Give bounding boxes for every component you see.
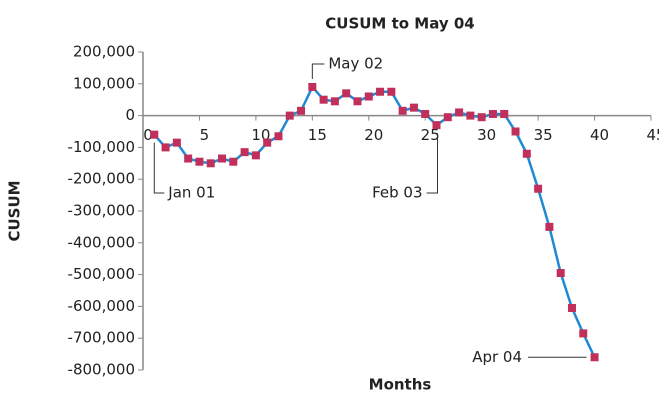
marker	[263, 138, 272, 147]
chart-title: CUSUM to May 04	[325, 15, 474, 33]
marker	[534, 184, 543, 193]
marker	[285, 111, 294, 120]
x-tick-label: 35	[534, 126, 553, 144]
marker	[240, 148, 249, 157]
y-tick-label: -100,000	[68, 138, 135, 156]
marker	[409, 103, 418, 112]
y-tick-label: -600,000	[68, 297, 135, 315]
marker	[522, 149, 531, 158]
marker	[466, 111, 475, 120]
y-tick-label: -500,000	[68, 265, 135, 283]
marker	[161, 143, 170, 152]
marker	[195, 157, 204, 166]
y-axis-label: CUSUM	[6, 180, 24, 241]
marker	[511, 127, 520, 136]
marker	[206, 159, 215, 168]
x-tick-label: 5	[200, 126, 210, 144]
marker	[229, 157, 238, 166]
marker	[150, 130, 159, 139]
marker	[218, 154, 227, 163]
y-tick-label: 200,000	[73, 43, 135, 61]
x-tick-label: 40	[590, 126, 609, 144]
marker	[421, 110, 430, 119]
marker	[172, 138, 181, 147]
marker	[432, 121, 441, 130]
y-tick-label: -200,000	[68, 170, 135, 188]
x-tick-label: 30	[477, 126, 496, 144]
annotation: Apr 04	[472, 348, 522, 366]
marker	[556, 269, 565, 278]
y-tick-label: -700,000	[68, 329, 135, 347]
marker	[353, 97, 362, 106]
y-tick-label: 0	[125, 106, 135, 124]
x-tick-label: 45	[646, 126, 659, 144]
x-tick-label: 25	[421, 126, 440, 144]
marker	[488, 110, 497, 119]
annotation: Jan 01	[167, 184, 215, 202]
marker	[364, 92, 373, 101]
x-axis-label: Months	[369, 376, 432, 394]
marker	[297, 106, 306, 115]
marker	[579, 329, 588, 338]
y-tick-label: -800,000	[68, 361, 135, 379]
marker	[398, 106, 407, 115]
marker	[376, 87, 385, 96]
marker	[477, 113, 486, 122]
callout-line	[153, 142, 165, 194]
marker	[184, 154, 193, 163]
marker	[443, 113, 452, 122]
marker	[387, 87, 396, 96]
marker	[500, 110, 509, 119]
annotation: Feb 03	[372, 184, 422, 202]
annotation: May 02	[328, 55, 383, 73]
marker	[319, 95, 328, 104]
y-tick-label: -300,000	[68, 202, 135, 220]
marker	[590, 353, 599, 362]
marker	[567, 303, 576, 312]
marker	[455, 108, 464, 117]
marker	[308, 82, 317, 91]
marker	[330, 97, 339, 106]
y-tick-label: -400,000	[68, 233, 135, 251]
callout-line	[426, 133, 439, 194]
x-tick-label: 15	[308, 126, 327, 144]
callout-line	[311, 63, 325, 79]
x-tick-label: 20	[364, 126, 383, 144]
marker	[545, 222, 554, 231]
x-tick-label: 0	[143, 126, 153, 144]
line	[153, 84, 596, 358]
marker	[251, 151, 260, 160]
y-tick-label: 100,000	[73, 74, 135, 92]
marker	[342, 89, 351, 98]
marker	[274, 132, 283, 141]
